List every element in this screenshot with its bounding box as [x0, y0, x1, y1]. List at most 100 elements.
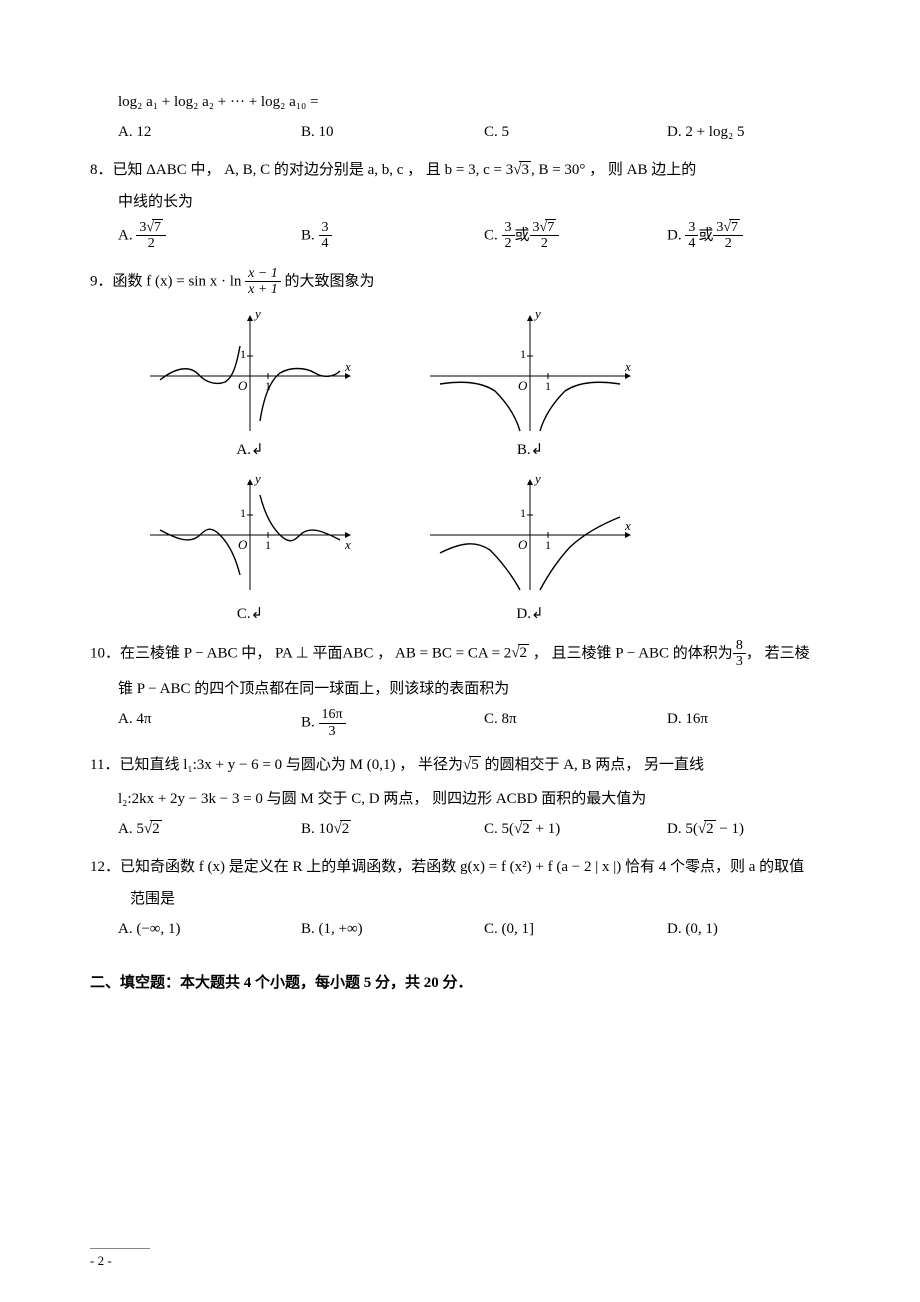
- q9-graph-b: x y O 1 1 B.↲: [420, 306, 640, 462]
- q8-opt-b: B. 34: [301, 220, 484, 252]
- svg-text:1: 1: [545, 379, 551, 393]
- opt-label: D.: [667, 227, 685, 243]
- svg-text:O: O: [518, 378, 528, 393]
- den: 2: [713, 236, 743, 251]
- svg-text:y: y: [533, 471, 541, 486]
- num: 8: [733, 638, 746, 654]
- num: 16π: [319, 707, 346, 723]
- q8-text-2: , B = 30° ， 则 AB 边上的: [531, 162, 696, 178]
- opt-label: C. 5(: [484, 821, 514, 837]
- svg-text:x: x: [624, 359, 631, 374]
- q8-opt-a: A. 372: [118, 220, 301, 252]
- svg-text:O: O: [238, 378, 248, 393]
- graph-label-a: A.↲: [140, 438, 360, 462]
- q9-graph-a: x y O 1 1 A.↲: [140, 306, 360, 462]
- sqrt-val: 2: [704, 820, 716, 837]
- opt-label: B. 10: [301, 821, 334, 837]
- q12-opt-d: D. (0, 1): [667, 917, 850, 941]
- graph-label-b: B.↲: [420, 438, 640, 462]
- q10-opt-c: C. 8π: [484, 707, 667, 739]
- page-footer: - 2 -: [90, 1248, 150, 1272]
- svg-text:O: O: [238, 537, 248, 552]
- opt-label: A.: [118, 227, 136, 243]
- q9-graph-row-1: x y O 1 1 A.↲ x y O 1 1 B.↲: [140, 306, 850, 462]
- section-2-title: 二、填空题：本大题共 4 个小题，每小题 5 分，共 20 分．: [90, 971, 850, 995]
- opt-label: A. 5: [118, 821, 144, 837]
- q11-text-2: 的圆相交于 A, B 两点， 另一直线: [481, 757, 704, 773]
- den: 2: [502, 236, 515, 251]
- graph-label-d: D.↲: [420, 602, 640, 626]
- svg-text:y: y: [533, 306, 541, 321]
- q12-opt-c: C. (0, 1]: [484, 917, 667, 941]
- num: 3: [502, 220, 515, 236]
- tail: − 1): [716, 821, 744, 837]
- q11-stem-cont: l₂:2kx + 2y − 3k − 3 = 0 与圆 M 交于 C, D 两点…: [118, 787, 850, 811]
- den: 3: [733, 654, 746, 669]
- svg-text:x: x: [344, 359, 351, 374]
- den: 2: [530, 236, 560, 251]
- sqrt-val: 2: [340, 820, 352, 837]
- svg-text:x: x: [624, 518, 631, 533]
- q11-sqrt: 5: [469, 756, 481, 773]
- q11-stem: 11．已知直线 l₁:3x + y − 6 = 0 与圆心为 M (0,1) ，…: [90, 753, 850, 777]
- q12-stem: 12．已知奇函数 f (x) 是定义在 R 上的单调函数，若函数 g(x) = …: [90, 855, 850, 879]
- q11-opt-a: A. 52: [118, 817, 301, 841]
- q8-stem-cont: 中线的长为: [118, 190, 850, 214]
- sqrt-icon: [334, 821, 340, 837]
- q9-frac-den: x + 1: [245, 282, 281, 297]
- num: 3: [685, 220, 698, 236]
- q10-text-3: ， 若三棱: [746, 645, 810, 661]
- q11-text-1: 11．已知直线 l₁:3x + y − 6 = 0 与圆心为 M (0,1) ，…: [90, 757, 463, 773]
- opt-label: B.: [301, 715, 319, 731]
- q7-options: A. 12 B. 10 C. 5 D. 2 + log₂ 5: [118, 120, 850, 144]
- q7-expression: log₂ a₁ + log₂ a₂ + ··· + log₂ a₁₀ =: [118, 90, 850, 114]
- q11-opt-c: C. 5(2 + 1): [484, 817, 667, 841]
- svg-text:1: 1: [545, 538, 551, 552]
- or-text: 或: [515, 227, 530, 243]
- q8-opt-c: C. 32或372: [484, 220, 667, 252]
- q10-opt-d: D. 16π: [667, 707, 850, 739]
- q9-text-1: 9．函数 f (x) = sin x · ln: [90, 273, 241, 289]
- svg-text:1: 1: [240, 347, 246, 361]
- q11-options: A. 52 B. 102 C. 5(2 + 1) D. 5(2 − 1): [118, 817, 850, 841]
- den: 3: [319, 724, 346, 739]
- q9-graph-row-2: x y O 1 1 C.↲ x y O 1 1 D.↲: [140, 470, 850, 626]
- or-text: 或: [698, 227, 713, 243]
- num: 3: [533, 220, 540, 235]
- q9-frac-num: x − 1: [245, 266, 281, 282]
- q12-options: A. (−∞, 1) B. (1, +∞) C. (0, 1] D. (0, 1…: [118, 917, 850, 941]
- q7-opt-a: A. 12: [118, 120, 301, 144]
- sqrt-val: 2: [520, 820, 532, 837]
- q12-stem-cont: 范围是: [130, 887, 850, 911]
- q10-stem: 10．在三棱锥 P − ABC 中， PA ⊥ 平面ABC ， AB = BC …: [90, 638, 850, 670]
- svg-text:1: 1: [520, 506, 526, 520]
- q7-opt-c: C. 5: [484, 120, 667, 144]
- q10-stem-cont: 锥 P − ABC 的四个顶点都在同一球面上，则该球的表面积为: [118, 677, 850, 701]
- svg-text:1: 1: [520, 347, 526, 361]
- q12-opt-b: B. (1, +∞): [301, 917, 484, 941]
- svg-text:y: y: [253, 306, 261, 321]
- q10-opt-a: A. 4π: [118, 707, 301, 739]
- q12-opt-a: A. (−∞, 1): [118, 917, 301, 941]
- q9-stem: 9．函数 f (x) = sin x · ln x − 1x + 1 的大致图象…: [90, 266, 850, 298]
- q10-text-1: 10．在三棱锥 P − ABC 中， PA ⊥ 平面ABC ， AB = BC …: [90, 645, 511, 661]
- q9-text-2: 的大致图象为: [285, 273, 375, 289]
- q8-options: A. 372 B. 34 C. 32或372 D. 34或372: [118, 220, 850, 252]
- q9-graph-d: x y O 1 1 D.↲: [420, 470, 640, 626]
- svg-text:y: y: [253, 471, 261, 486]
- q9-graph-c: x y O 1 1 C.↲: [140, 470, 360, 626]
- opt-label: D. 5(: [667, 821, 698, 837]
- graph-label-c: C.↲: [140, 602, 360, 626]
- q7-opt-d: D. 2 + log₂ 5: [667, 120, 850, 144]
- sqrt-icon: [511, 645, 517, 661]
- q8-sqrt-val: 3: [519, 161, 531, 178]
- q10-options: A. 4π B. 16π3 C. 8π D. 16π: [118, 707, 850, 739]
- sqrt-val: 7: [152, 219, 163, 235]
- sqrt-val: 7: [545, 219, 556, 235]
- q7-opt-b: B. 10: [301, 120, 484, 144]
- den: 4: [319, 236, 332, 251]
- q10-opt-b: B. 16π3: [301, 707, 484, 739]
- den: 2: [136, 236, 166, 251]
- svg-text:1: 1: [240, 506, 246, 520]
- q11-opt-d: D. 5( 2 − 1): [667, 817, 850, 841]
